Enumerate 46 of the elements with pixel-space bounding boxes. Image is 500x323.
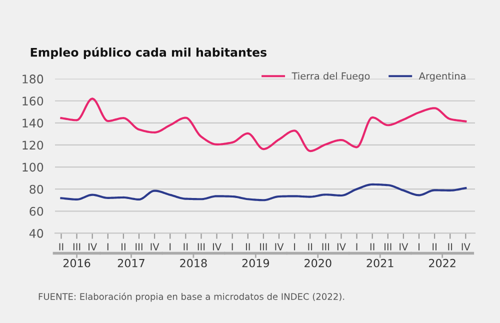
x-tick-label: I (107, 243, 108, 250)
y-tick-label: 180 (22, 74, 44, 84)
x-tick-label: III (260, 243, 267, 250)
x-tick-label: IV (275, 243, 284, 250)
x-tick-label: I (418, 243, 420, 250)
y-tick-label: 140 (22, 118, 44, 128)
x-tick-label: II (370, 243, 374, 250)
x-tick-label: I (294, 243, 296, 250)
y-tick-label: 100 (22, 162, 44, 172)
chart-title: Empleo público cada mil habitantes (30, 47, 267, 60)
x-tick-label: III (136, 243, 142, 250)
text: 2021 (366, 258, 394, 268)
x-tick-label: II (59, 243, 64, 250)
x-tick-label: III (73, 243, 80, 250)
x-tick-label: I (356, 243, 358, 250)
text: 2016 (63, 258, 90, 268)
x-tick-label: II (448, 243, 452, 250)
legend-label: Argentina (418, 72, 466, 82)
x-tick-label: II (308, 243, 312, 250)
y-tick-label: 60 (30, 206, 44, 216)
y-tick-label: 40 (29, 228, 44, 238)
text: 2017 (118, 258, 144, 268)
legend-label: Tierra del Fuego (292, 72, 370, 82)
x-tick-label: IV (400, 243, 408, 250)
x-tick-label: III (384, 243, 392, 250)
x-tick-label: II (432, 243, 436, 250)
text: 2022 (429, 258, 456, 268)
y-tick-label: 160 (22, 96, 44, 106)
text: 2019 (242, 258, 270, 268)
x-tick-label: I (232, 243, 233, 250)
y-tick-label: 120 (22, 140, 44, 150)
x-tick-label: III (198, 243, 205, 250)
y-tick-label: 80 (30, 184, 44, 194)
x-tick-label: IV (462, 243, 470, 250)
x-tick-label: II (246, 243, 250, 250)
x-tick-label: IV (150, 243, 160, 250)
x-tick-label: IV (337, 243, 346, 250)
x-tick-label: II (122, 243, 126, 250)
text: 2018 (180, 258, 207, 268)
source-note: FUENTE: Elaboración propia en base a microdatos de INDEC (2022). (38, 292, 344, 302)
x-tick-label: IV (212, 243, 222, 250)
x-tick-label: II (184, 243, 188, 250)
text: 2020 (304, 258, 332, 268)
x-tick-label: III (322, 243, 330, 250)
x-tick-label: IV (88, 243, 98, 250)
x-tick-label: I (170, 243, 171, 250)
